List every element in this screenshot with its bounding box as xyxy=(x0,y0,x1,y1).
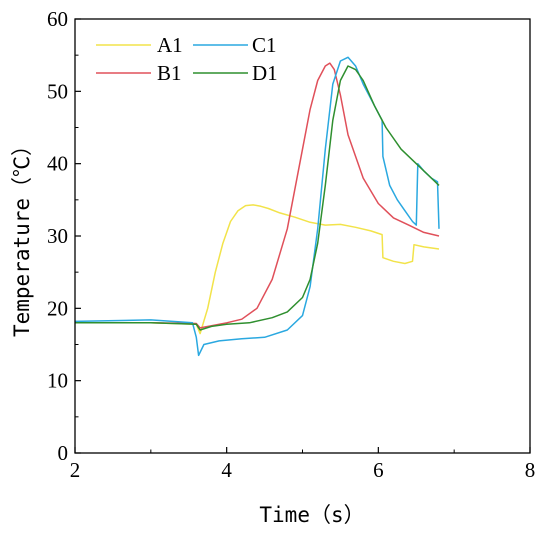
y-tick-label: 30 xyxy=(47,224,68,248)
plot-frame xyxy=(74,18,531,454)
y-axis-title: Temperature（℃） xyxy=(10,135,34,337)
legend-item-b1: B1 xyxy=(96,61,182,85)
series-layer xyxy=(74,56,440,357)
legend-item-a1: A1 xyxy=(96,33,183,57)
series-line-d1 xyxy=(75,65,440,331)
y-tick-label: 10 xyxy=(47,369,68,393)
x-tick-label: 4 xyxy=(221,458,232,482)
x-tick-label: 8 xyxy=(525,458,536,482)
x-axis-title: Time（s） xyxy=(259,503,364,527)
legend-label: D1 xyxy=(252,61,278,85)
series-line-a1 xyxy=(75,204,440,335)
y-tick-label: 40 xyxy=(47,152,68,176)
y-tick-label: 50 xyxy=(47,79,68,103)
y-tick-label: 60 xyxy=(47,7,68,31)
ticks-layer: 2 4 6 8 0 10 20 30 40 50 60 xyxy=(47,7,535,482)
legend-item-c1: C1 xyxy=(193,33,277,57)
legend-label: A1 xyxy=(157,33,183,57)
series-line-b1 xyxy=(75,62,440,329)
legend-item-d1: D1 xyxy=(193,61,278,85)
legend-label: C1 xyxy=(252,33,277,57)
x-tick-label: 2 xyxy=(70,458,81,482)
y-tick-label: 0 xyxy=(58,441,69,465)
legend: A1 B1 C1 D1 xyxy=(96,33,278,85)
legend-label: B1 xyxy=(157,61,182,85)
series-line-c1 xyxy=(74,56,440,357)
x-tick-label: 6 xyxy=(373,458,384,482)
y-tick-label: 20 xyxy=(47,296,68,320)
